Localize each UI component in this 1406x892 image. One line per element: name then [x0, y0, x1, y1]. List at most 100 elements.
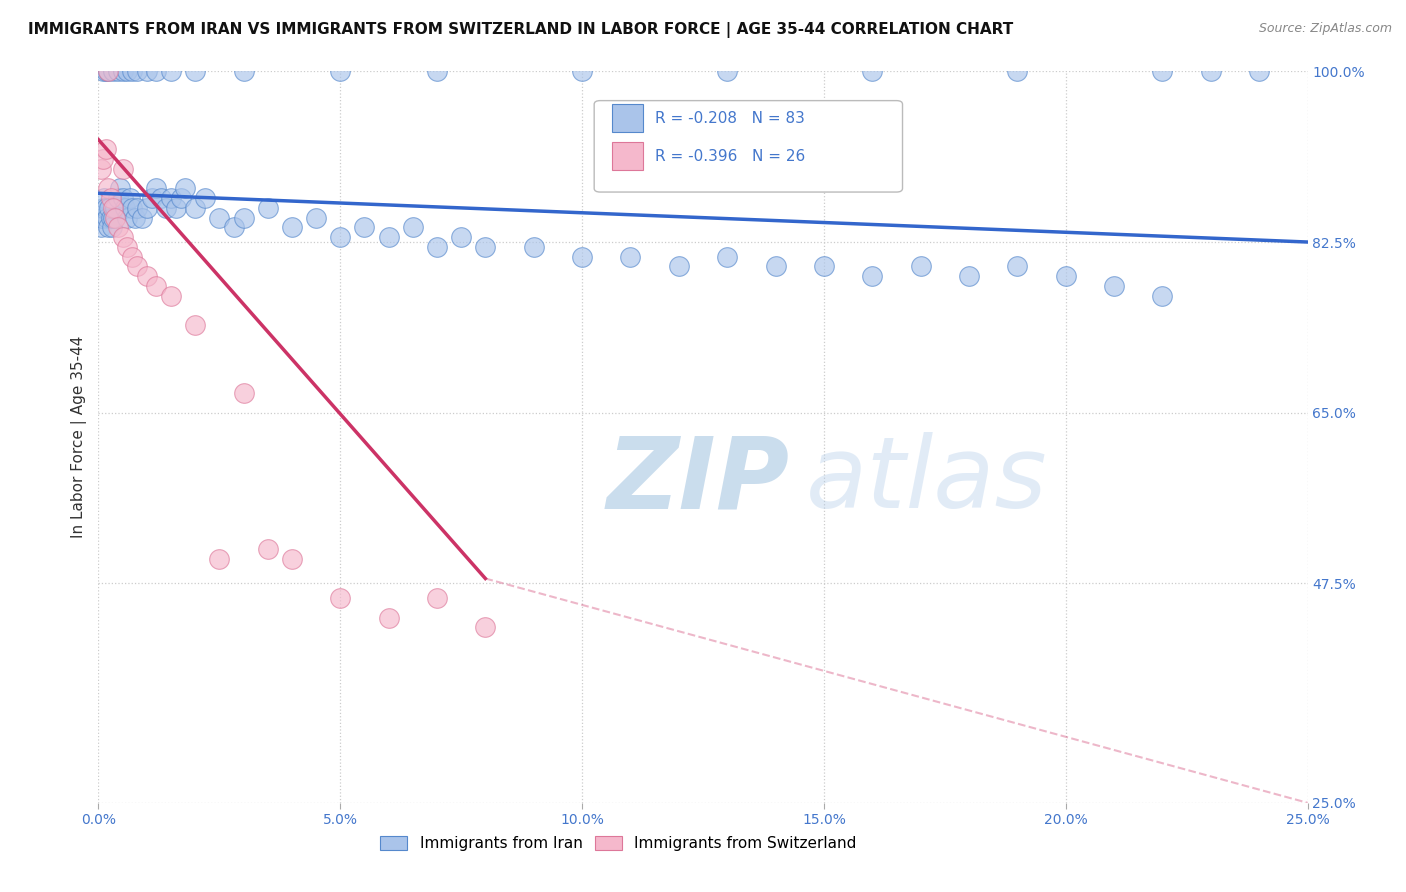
Point — [1102, 279, 1125, 293]
Point — [97, 220, 120, 235]
FancyBboxPatch shape — [613, 104, 643, 132]
Point — [135, 64, 157, 78]
Point — [571, 64, 593, 78]
Point — [232, 211, 254, 225]
Point — [765, 260, 787, 274]
Point — [91, 211, 114, 225]
Point — [121, 250, 143, 264]
Point — [107, 220, 129, 235]
Point — [97, 64, 120, 78]
Point — [571, 250, 593, 264]
Point — [104, 201, 127, 215]
Point — [256, 542, 278, 557]
Point — [281, 552, 304, 566]
Point — [353, 220, 375, 235]
Point — [97, 64, 120, 78]
Point — [100, 191, 122, 205]
Point — [104, 211, 127, 225]
Point — [114, 201, 136, 215]
Point — [145, 181, 167, 195]
Point — [377, 230, 399, 244]
Point — [474, 240, 496, 254]
Point — [117, 211, 139, 225]
Point — [160, 191, 183, 205]
Point — [1007, 64, 1029, 78]
Point — [97, 181, 120, 195]
Point — [1249, 64, 1271, 78]
Point — [94, 201, 117, 215]
Point — [668, 260, 690, 274]
Text: ZIP: ZIP — [606, 433, 789, 530]
FancyBboxPatch shape — [613, 143, 643, 170]
Point — [329, 591, 352, 605]
Point — [329, 64, 352, 78]
FancyBboxPatch shape — [595, 101, 903, 192]
Point — [135, 269, 157, 284]
Point — [91, 64, 114, 78]
Point — [377, 610, 399, 624]
Point — [160, 64, 183, 78]
Point — [101, 211, 124, 225]
Point — [111, 230, 134, 244]
Point — [450, 230, 472, 244]
Point — [121, 64, 143, 78]
Point — [94, 64, 117, 78]
Point — [141, 191, 163, 205]
Point — [165, 201, 187, 215]
Point — [716, 64, 738, 78]
Point — [426, 64, 449, 78]
Point — [184, 318, 207, 332]
Point — [281, 220, 304, 235]
Point — [208, 211, 231, 225]
Point — [100, 211, 122, 225]
Point — [111, 191, 134, 205]
Point — [155, 201, 177, 215]
Point — [1054, 269, 1077, 284]
Point — [101, 201, 124, 215]
Point — [145, 64, 167, 78]
Point — [194, 191, 217, 205]
Point — [860, 269, 883, 284]
Point — [1152, 288, 1174, 302]
Point — [232, 386, 254, 401]
Text: R = -0.396   N = 26: R = -0.396 N = 26 — [655, 149, 804, 164]
Point — [111, 64, 134, 78]
Point — [208, 552, 231, 566]
Text: R = -0.208   N = 83: R = -0.208 N = 83 — [655, 111, 804, 126]
Point — [131, 211, 153, 225]
Point — [1007, 260, 1029, 274]
Y-axis label: In Labor Force | Age 35-44: In Labor Force | Age 35-44 — [72, 336, 87, 538]
Point — [121, 201, 143, 215]
Point — [101, 220, 124, 235]
Point — [135, 201, 157, 215]
Point — [305, 211, 328, 225]
Point — [127, 260, 149, 274]
Point — [426, 591, 449, 605]
Point — [127, 201, 149, 215]
Point — [160, 288, 183, 302]
Point — [117, 240, 139, 254]
Point — [107, 64, 129, 78]
Point — [145, 279, 167, 293]
Point — [107, 191, 129, 205]
Point — [94, 142, 117, 156]
Point — [117, 64, 139, 78]
Point — [184, 64, 207, 78]
Point — [523, 240, 546, 254]
Point — [174, 181, 197, 195]
Point — [329, 230, 352, 244]
Point — [256, 201, 278, 215]
Point — [222, 220, 245, 235]
Point — [108, 181, 131, 195]
Text: Source: ZipAtlas.com: Source: ZipAtlas.com — [1258, 22, 1392, 36]
Point — [118, 191, 141, 205]
Point — [426, 240, 449, 254]
Point — [184, 201, 207, 215]
Point — [91, 152, 114, 166]
Point — [150, 191, 173, 205]
Point — [91, 201, 114, 215]
Point — [619, 250, 641, 264]
Text: IMMIGRANTS FROM IRAN VS IMMIGRANTS FROM SWITZERLAND IN LABOR FORCE | AGE 35-44 C: IMMIGRANTS FROM IRAN VS IMMIGRANTS FROM … — [28, 22, 1014, 38]
Point — [957, 269, 980, 284]
Legend: Immigrants from Iran, Immigrants from Switzerland: Immigrants from Iran, Immigrants from Sw… — [374, 830, 863, 857]
